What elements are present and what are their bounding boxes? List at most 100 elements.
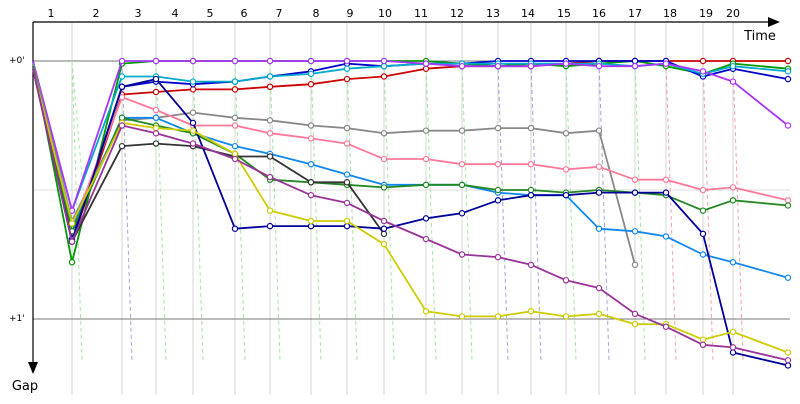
series-point [784,362,792,369]
series-point [266,153,274,160]
series-point [266,57,274,65]
series-point [231,86,239,93]
series-point [422,155,430,163]
series-point [631,57,639,65]
series-point [189,86,197,93]
series-point [380,155,388,163]
series-point [458,210,466,217]
series-point [380,225,388,232]
pit-dashed-line [530,61,542,361]
series-point [343,217,351,225]
series-point [527,191,535,199]
series-point [231,78,239,85]
series-point [662,323,670,330]
series-point [422,181,430,189]
series-point [422,65,430,72]
lap-tick-label: 6 [241,7,248,20]
series-point [380,62,388,70]
series-point [562,191,570,199]
series-line [32,65,789,230]
series-point [458,251,466,258]
series-point [118,142,126,150]
series-point [784,122,792,129]
series-point [152,88,160,96]
series-point [68,220,76,227]
series-line [32,60,788,243]
series-point [784,68,792,75]
series-point [458,62,466,70]
lap-tick-label: 16 [592,7,606,20]
series-point [699,186,707,194]
pit-dashed-line [121,61,133,361]
series-point [527,186,535,194]
series-point [784,274,792,281]
pit-dashed-line [425,61,437,361]
series-point [422,215,430,222]
series-point [784,357,792,364]
series-point [343,140,351,147]
series-point [595,225,603,232]
series-point [189,57,197,65]
series-point [662,233,670,240]
lap-tick-label: 20 [726,7,740,20]
pit-dashed-line [665,61,677,361]
pit-dashed-line [71,60,85,201]
series-point [729,197,737,204]
lap-tick-label: 11 [414,7,428,20]
lap-tick-label: 10 [378,7,392,20]
series-point [343,57,351,65]
pit-dashed-line [565,61,577,361]
series-point [458,181,466,189]
reference-tick-label: +0' [9,56,25,66]
lap-tick-label: 14 [521,7,535,20]
series-point [527,261,535,269]
lap-tick-label: 5 [207,7,214,20]
series-point [729,344,737,351]
series-point [422,127,430,134]
series-point [231,225,239,232]
series-line [32,68,385,243]
reference-tick-label: +1' [9,314,25,324]
series-point [595,62,603,70]
gap-axis-arrow [28,362,38,374]
series-point [307,70,315,78]
series-point [307,222,315,230]
pit-dashed-line [702,61,714,361]
series-point [68,238,76,245]
series-point [458,127,466,134]
series-point [118,114,126,121]
lap-tick-label: 4 [172,7,179,20]
series-point [562,130,570,137]
lap-tick-label: 1 [48,7,55,20]
series-point [380,217,388,225]
series-point [152,75,160,83]
series-point [494,197,502,204]
series-point [266,130,274,137]
series-point [595,284,603,292]
series-point [699,251,707,258]
series-point [422,60,430,67]
series-point [231,142,239,150]
series-line [32,65,789,233]
series-point [699,57,707,65]
series-point [231,122,239,129]
series-point [307,81,315,88]
series-point [729,259,737,266]
series-point [631,320,639,328]
series-point [562,166,570,173]
series-point [307,191,315,199]
series-point [343,75,351,83]
series-point [631,176,639,183]
series-point [595,127,603,134]
series-point [784,202,792,209]
pit-dashed-line [346,61,358,361]
series-point [631,189,639,196]
pit-dashed-line [383,61,395,361]
series-point [343,222,351,230]
lap-tick-label: 15 [557,7,571,20]
time-axis-label: Time [743,29,776,44]
series-point [527,62,535,70]
series-point [422,308,430,315]
lap-tick-label: 12 [450,7,464,20]
